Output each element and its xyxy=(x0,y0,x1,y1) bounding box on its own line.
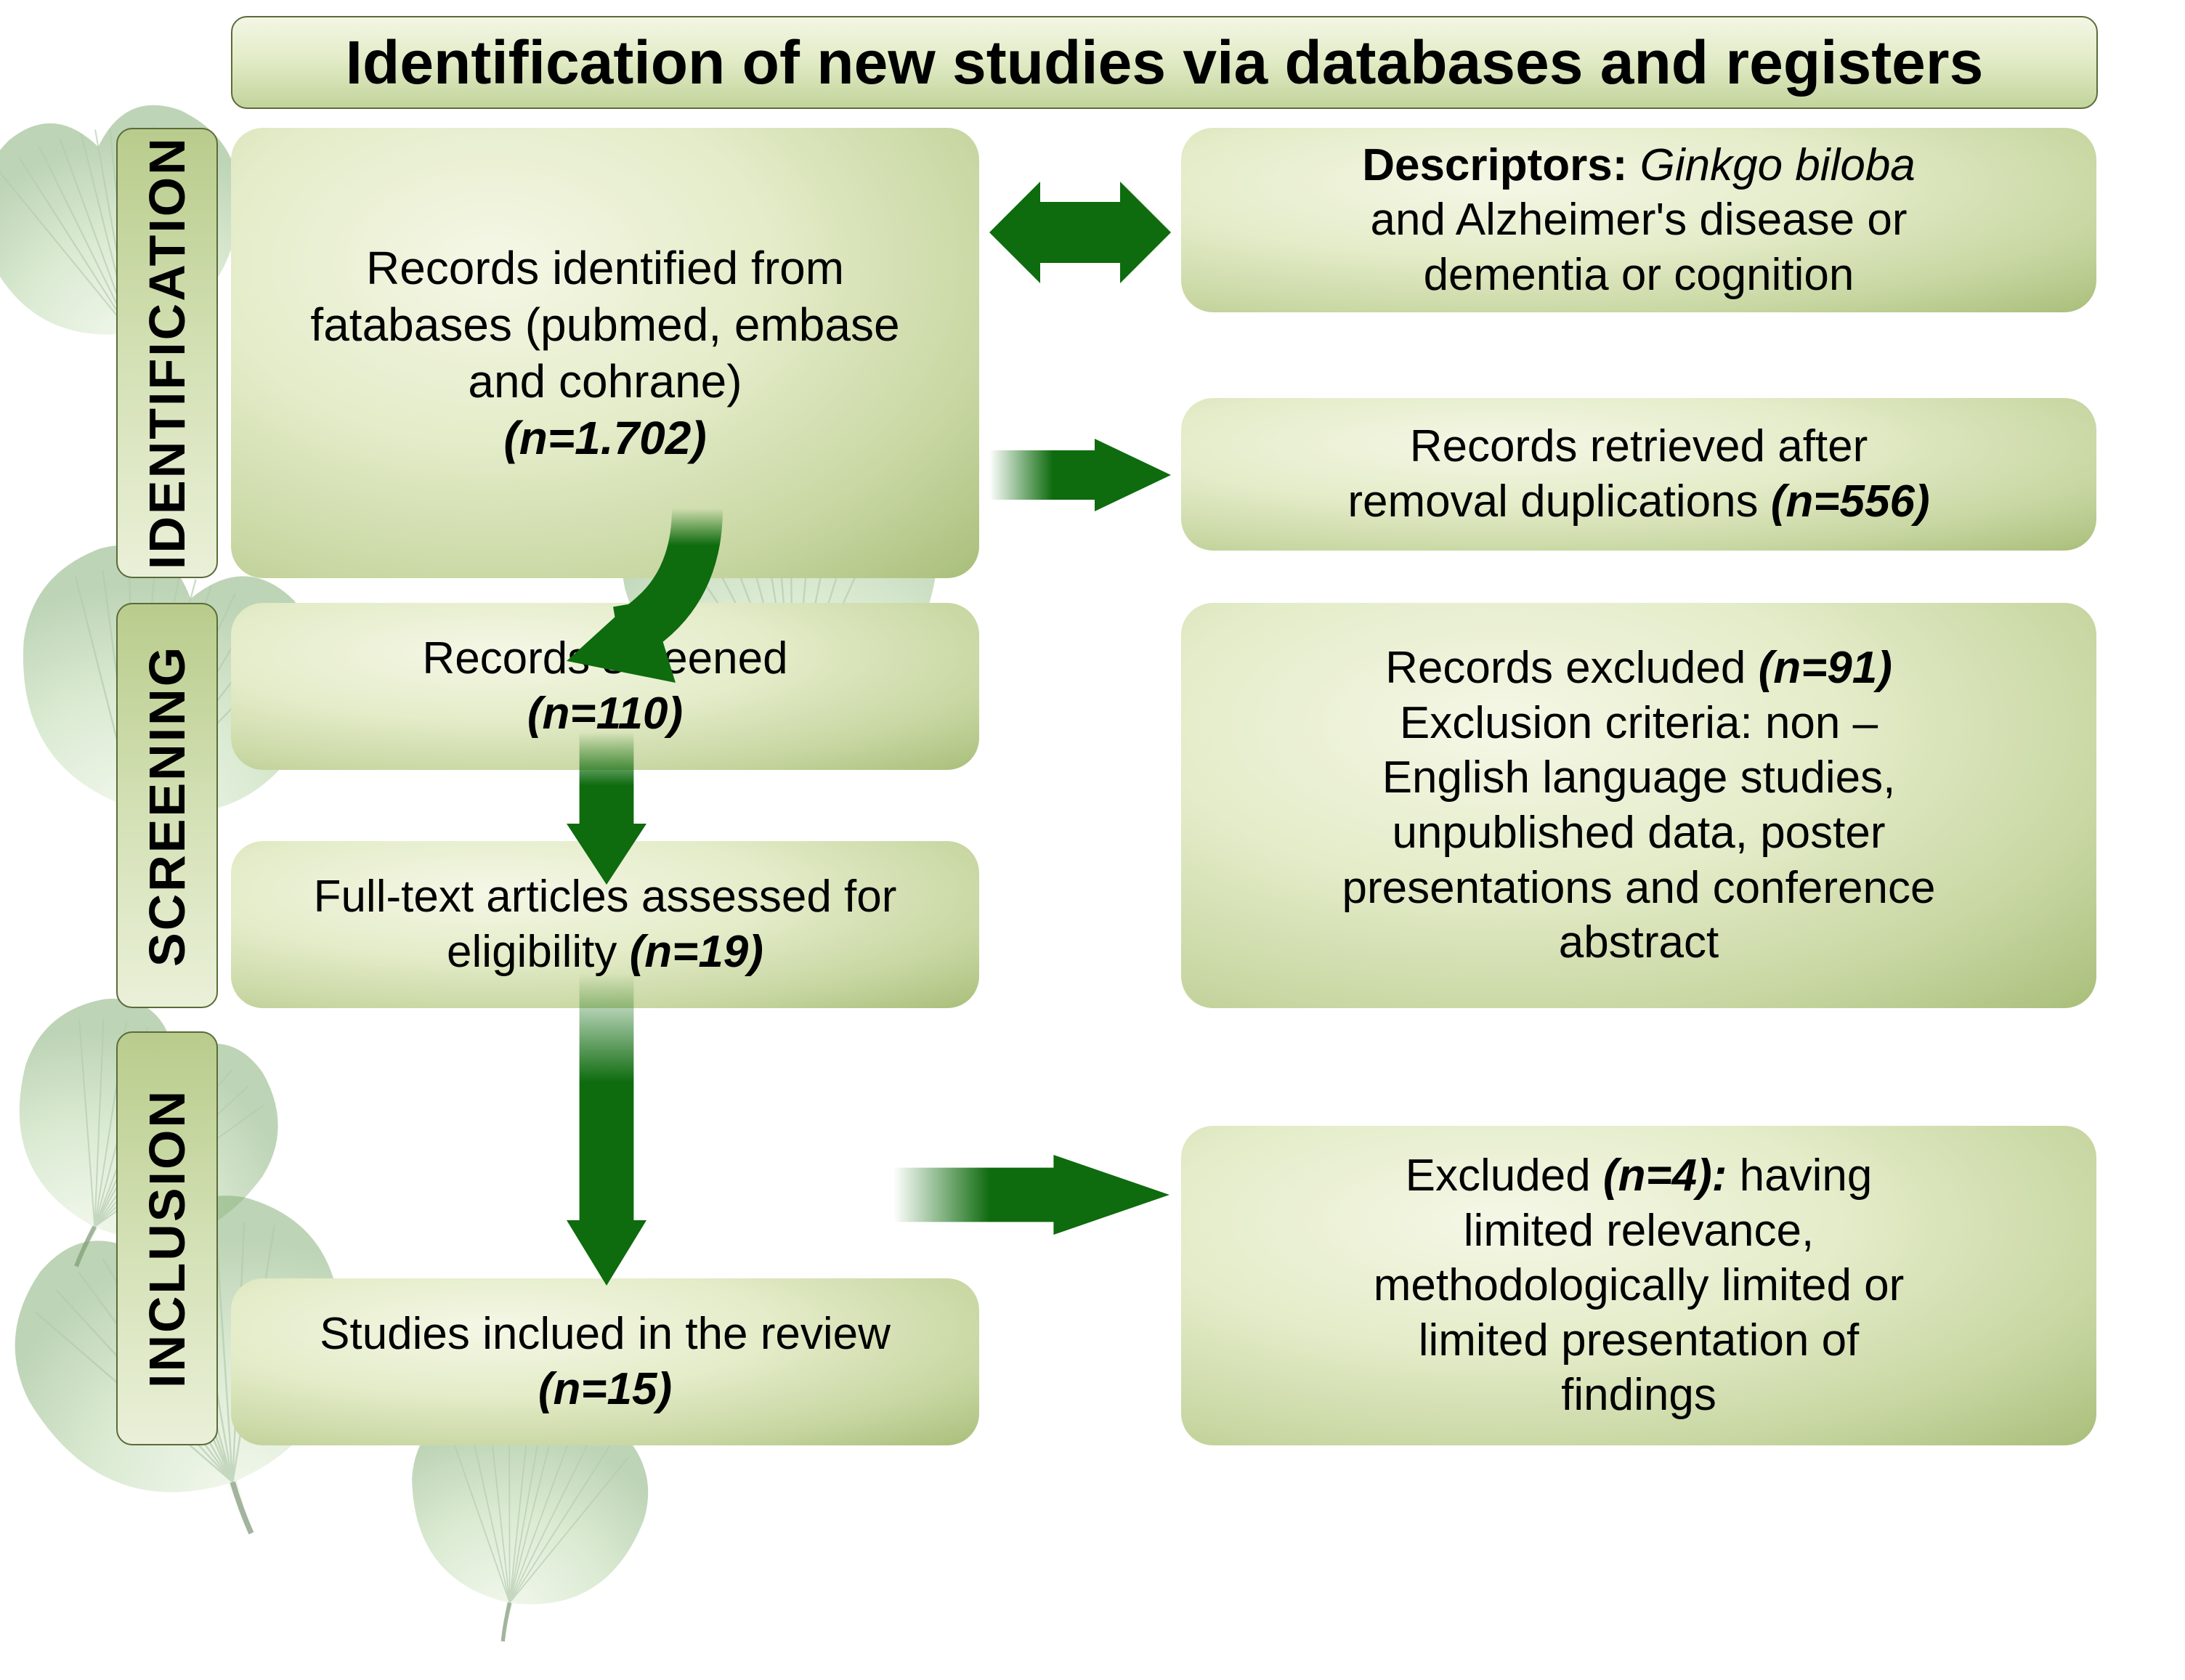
node-text: Descriptors: Ginkgo bilobaand Alzheimer'… xyxy=(1362,138,1916,303)
node-text: Excluded (n=4): havinglimited relevance,… xyxy=(1374,1148,1905,1423)
title-text: Identification of new studies via databa… xyxy=(346,28,1984,98)
stage-label-identification: IDENTIFICATION xyxy=(116,128,218,578)
node-text: Records retrieved afterremoval duplicati… xyxy=(1347,419,1929,529)
node-excluded91: Records excluded (n=91)Exclusion criteri… xyxy=(1181,603,2096,1008)
flow-arrow xyxy=(893,1155,1169,1238)
node-included: Studies inclued in the review(n=15) xyxy=(231,1278,979,1445)
node-text: Records excluded (n=91)Exclusion criteri… xyxy=(1342,641,1936,970)
diagram-title: Identification of new studies via databa… xyxy=(231,16,2098,109)
flow-arrow xyxy=(567,973,646,1289)
flow-arrow xyxy=(989,439,1171,515)
flow-arrow xyxy=(989,182,1171,287)
flow-arrow xyxy=(567,508,726,694)
node-descriptors: Descriptors: Ginkgo bilobaand Alzheimer'… xyxy=(1181,128,2096,312)
node-text: Records identified fromfatabases (pubmed… xyxy=(310,240,899,466)
node-after_dedup: Records retrieved afterremoval duplicati… xyxy=(1181,398,2096,551)
flow-arrow xyxy=(567,732,646,888)
node-text: Studies inclued in the review(n=15) xyxy=(320,1307,891,1416)
node-excluded4: Excluded (n=4): havinglimited relevance,… xyxy=(1181,1126,2096,1445)
stage-label-screening: SCREENING xyxy=(116,603,218,1008)
stage-label-inclusion: INCLUSION xyxy=(116,1031,218,1445)
